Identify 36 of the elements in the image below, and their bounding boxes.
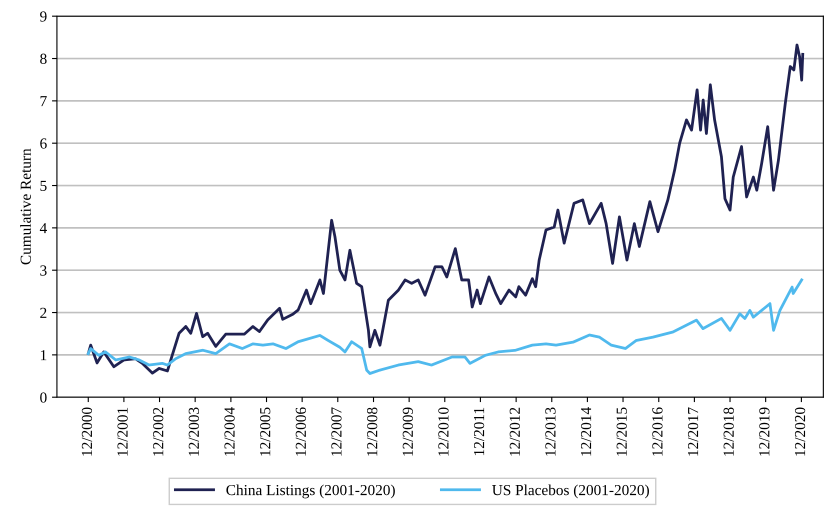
y-tick-label: 6 (40, 138, 47, 149)
line-series (86, 278, 804, 375)
x-tick-label: 12/2007 (331, 407, 342, 456)
legend-label: China Listings (2001-2020) (226, 484, 395, 498)
x-tick-label: 12/2002 (153, 408, 164, 456)
x-tick-label: 12/2008 (367, 408, 378, 456)
x-tick-label: 12/2015 (616, 408, 627, 456)
x-tick-label: 12/2014 (580, 407, 592, 456)
x-tick-label: 12/2006 (296, 407, 306, 456)
x-tick-label: 12/2010 (438, 408, 449, 456)
y-tick-label: 7 (40, 96, 47, 106)
x-tick-label: 12/2001 (117, 408, 128, 456)
x-tick-label: 12/2019 (759, 408, 770, 456)
y-tick-label: 1 (40, 350, 46, 360)
x-tick-label: 12/2016 (652, 407, 663, 456)
y-tick-label: 5 (40, 180, 47, 191)
legend-label: US Placebos (2001-2020) (492, 484, 649, 498)
x-tick-label: 12/2012 (510, 408, 520, 456)
x-tick-label: 12/2018 (724, 408, 734, 456)
x-tick-label: 12/2013 (545, 408, 556, 456)
x-tick-label: 12/2000 (82, 408, 92, 456)
x-tick-label: 12/2017 (688, 407, 698, 456)
y-tick-label: 4 (40, 223, 47, 234)
line-series (86, 44, 804, 374)
x-tick-label: 12/2020 (794, 408, 806, 456)
y-tick-label: 9 (40, 11, 47, 22)
y-tick-label: 2 (40, 308, 46, 318)
x-tick-label: 12/2011 (474, 408, 484, 456)
y-tick-label: 3 (40, 265, 47, 276)
y-axis-title: Cumulative Return (20, 148, 31, 264)
x-tick-label: 12/2009 (402, 408, 413, 456)
x-tick-label: 12/2004 (224, 407, 235, 456)
x-tick-label: 12/2003 (188, 408, 199, 456)
y-tick-label: 0 (40, 392, 47, 403)
y-tick-label: 8 (40, 54, 47, 64)
x-tick-label: 12/2005 (260, 408, 270, 456)
